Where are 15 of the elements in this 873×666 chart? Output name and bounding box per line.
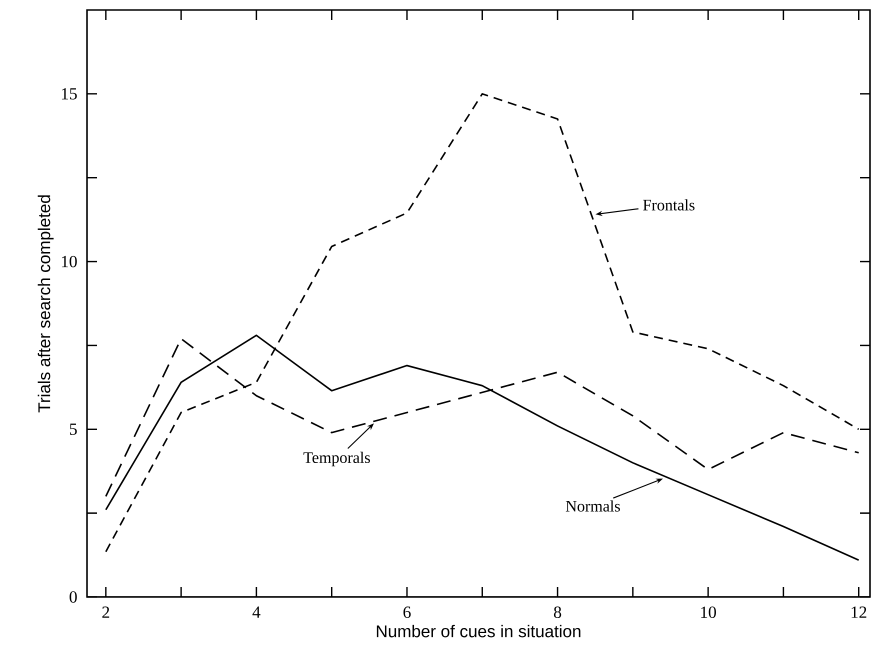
x-tick-label: 4 <box>252 606 260 618</box>
x-tick-label: 8 <box>554 606 562 618</box>
y-tick-label: 10 <box>62 256 77 268</box>
annotation: Frontals <box>643 199 695 210</box>
x-tick-label: 6 <box>403 606 411 618</box>
y-axis-title: Trials after search completed <box>38 195 54 412</box>
x-tick-label: 2 <box>102 606 110 618</box>
annotation: Temporals <box>303 452 370 466</box>
y-tick-label: 5 <box>70 424 77 435</box>
x-tick-label: 12 <box>852 606 866 618</box>
y-tick-label: 0 <box>70 591 77 603</box>
x-tick-label: 10 <box>701 606 716 618</box>
y-tick-label: 15 <box>62 88 77 100</box>
annotation: Normals <box>566 500 620 512</box>
x-axis-title: Number of cues in situation <box>376 624 580 638</box>
